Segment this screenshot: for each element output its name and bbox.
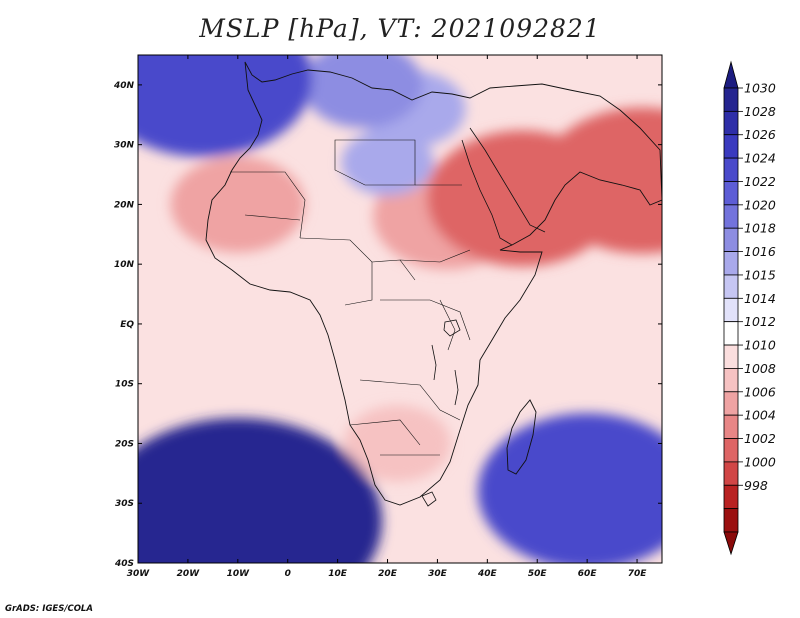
colorbar-label: 1026: [744, 127, 776, 142]
north-atlantic-high-band: [138, 55, 313, 157]
map-frame: [137, 54, 663, 564]
lon-tick-label: 30E: [428, 569, 448, 579]
lon-tick-label: 30W: [127, 569, 151, 579]
colorbar-swatch: [723, 181, 739, 206]
colorbar-swatch: [723, 414, 739, 439]
colorbar-label: 1016: [744, 244, 776, 259]
colorbar-label: 1024: [744, 151, 776, 166]
coastline: [205, 61, 662, 506]
colorbar-label: 998: [744, 478, 768, 493]
lat-tick-label: EQ: [120, 320, 134, 330]
colorbar: 1030 1028 1026 1024 1022 1020 1018 1016 1015 1014…: [723, 60, 776, 556]
lat-tick-label: 30N: [114, 141, 135, 151]
colorbar-swatch: [723, 484, 739, 510]
colorbar-swatch: [723, 227, 739, 252]
colorbar-swatch: [723, 461, 739, 486]
lat-tick-label: 40N: [113, 81, 135, 91]
colorbar-label: 1004: [744, 408, 776, 423]
colorbar-label: 1015: [744, 267, 776, 282]
colorbar-swatch: [723, 344, 739, 369]
pressure-fields: [138, 55, 662, 563]
colorbar-swatch: [723, 297, 739, 323]
colorbar-label: 1010: [744, 338, 776, 353]
colorbar-swatch: [723, 157, 739, 182]
lat-tick-label: 40S: [114, 559, 134, 569]
mediterranean-high-band: [302, 55, 423, 128]
madagascar-outline: [506, 399, 537, 475]
map-title: MSLP [hPa], VT: 2021092821: [199, 14, 601, 43]
colorbar-label: 1020: [744, 197, 776, 212]
country-borders: [230, 139, 471, 456]
colorbar-swatch: [723, 251, 739, 276]
lon-tick-label: 10W: [227, 569, 251, 579]
colorbar-top-arrow: [723, 60, 739, 89]
lon-tick-label: 50E: [528, 569, 548, 579]
colorbar-label: 1028: [744, 104, 776, 119]
red-sea-coast: [461, 127, 546, 246]
colorbar-label: 1030: [744, 81, 776, 96]
colorbar-swatch: [723, 110, 739, 136]
grads-credit: GrADS: IGES/COLA: [5, 604, 93, 614]
lon-tick-label: 40E: [477, 569, 498, 579]
lon-tick-label: 60E: [578, 569, 598, 579]
colorbar-label: 1022: [744, 174, 776, 189]
colorbar-swatch: [723, 204, 739, 229]
south-atlantic-high-band: [138, 418, 382, 563]
colorbar-swatch: [723, 438, 739, 463]
lat-tick-label: 10S: [115, 380, 134, 390]
lake-malawi: [454, 369, 459, 406]
colorbar-label: 1002: [744, 431, 776, 446]
arabian-low-band: [427, 130, 618, 267]
colorbar-swatch: [723, 508, 739, 533]
colorbar-label: 1018: [744, 221, 776, 236]
colorbar-label: 1000: [744, 454, 776, 469]
colorbar-swatch: [723, 274, 739, 299]
lesotho-outline: [421, 491, 437, 507]
colorbar-label: 1006: [744, 384, 776, 399]
lon-tick-label: 70E: [628, 569, 648, 579]
lon-tick-label: 0: [285, 569, 291, 579]
lon-tick-label: 20W: [177, 569, 201, 579]
colorbar-swatch: [723, 87, 739, 112]
sahara-low-band: [170, 156, 306, 253]
colorbar-label: 1008: [744, 361, 776, 376]
lake-victoria: [443, 319, 461, 337]
kalahari-low-band: [344, 405, 451, 482]
colorbar-label: 1014: [744, 291, 776, 306]
colorbar-swatch: [723, 134, 739, 159]
lat-tick-label: 10N: [114, 260, 135, 270]
lon-tick-label: 10E: [328, 569, 348, 579]
pressure-map: [138, 55, 662, 563]
colorbar-label: 1012: [744, 314, 776, 329]
lat-tick-label: 20N: [114, 200, 135, 210]
axis-ticks: 30W 20W 10W 0 10E 20E 30E 40E 50E 60E 70E 40N 30N 20N…: [113, 55, 662, 579]
colorbar-swatch: [723, 391, 739, 416]
lon-tick-label: 20E: [378, 569, 398, 579]
colorbar-swatch: [723, 368, 739, 393]
lat-tick-label: 20S: [115, 439, 134, 449]
lat-tick-label: 30S: [115, 499, 134, 509]
colorbar-swatch: [723, 321, 739, 346]
lake-tanganyika: [431, 344, 437, 381]
indian-ocean-high-band: [477, 413, 662, 563]
colorbar-bottom-arrow: [723, 531, 739, 556]
